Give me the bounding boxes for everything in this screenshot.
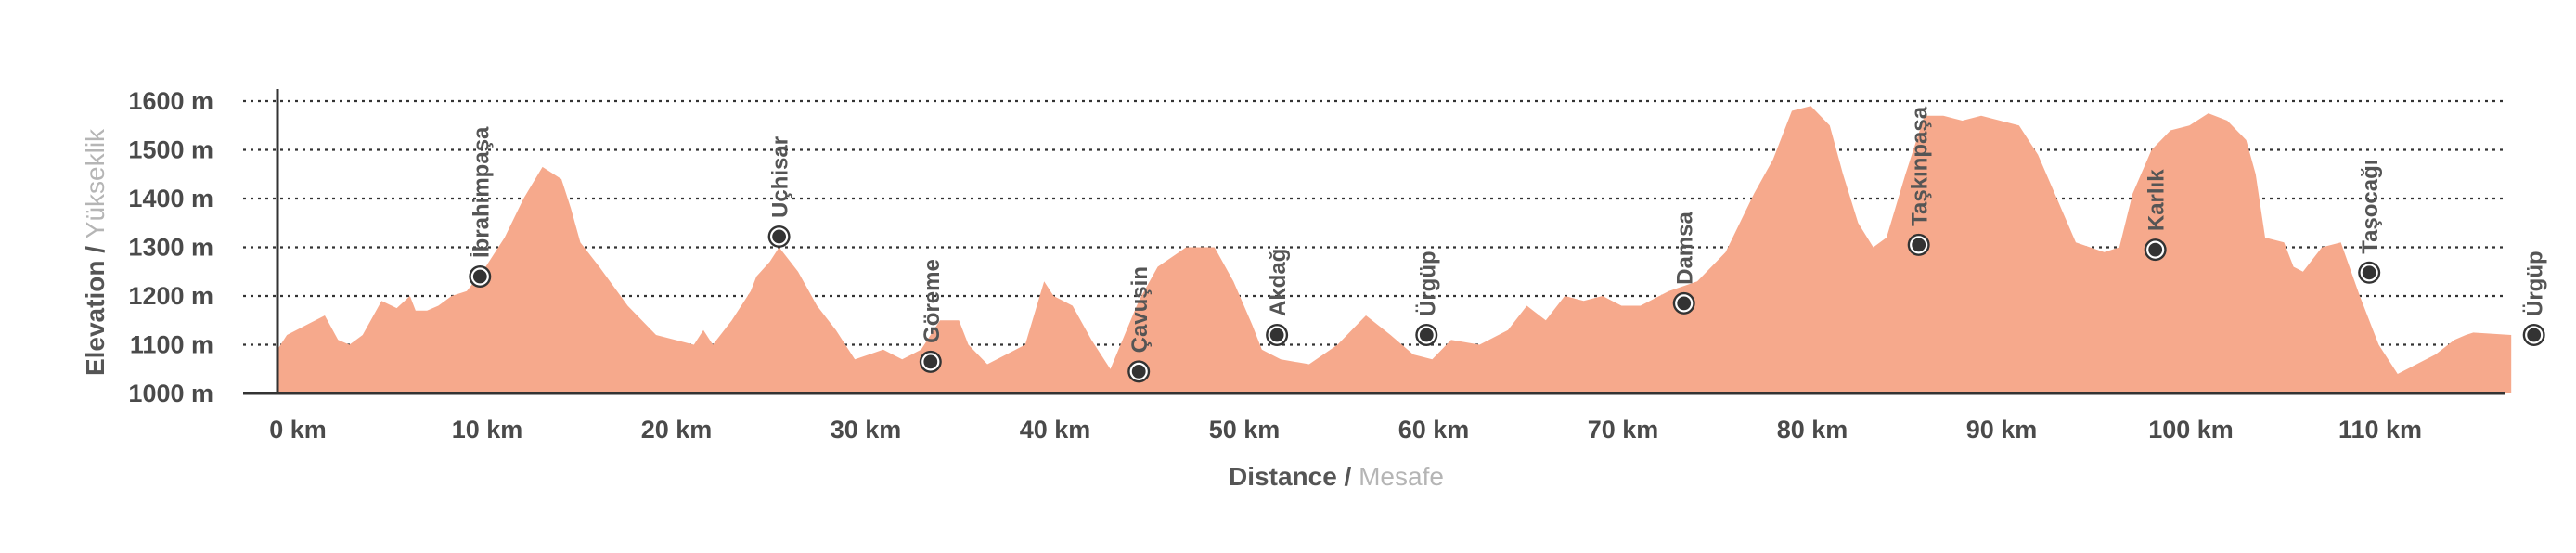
x-tick-label: 40 km	[1020, 416, 1091, 444]
y-tick-label: 1500 m	[128, 136, 213, 164]
waypoint-ring	[2525, 326, 2544, 344]
waypoint-marker: Ürgüp	[2522, 251, 2548, 346]
elevation-area	[277, 106, 2512, 394]
waypoint-label: Akdağ	[1266, 249, 1291, 316]
x-tick-label: 20 km	[641, 416, 713, 444]
x-tick-label: 10 km	[452, 416, 523, 444]
x-axis-title: Distance / Mesafe	[1229, 462, 1444, 491]
x-tick-label: 50 km	[1209, 416, 1281, 444]
x-tick-label: 80 km	[1777, 416, 1848, 444]
waypoint-marker: Karlık	[2144, 169, 2170, 262]
waypoint-marker: Uçhisar	[767, 136, 793, 248]
waypoint-ring	[1675, 294, 1694, 313]
x-tick-label: 110 km	[2338, 416, 2422, 444]
waypoint-marker: Ürgüp	[1415, 251, 1440, 346]
x-tick-label: 0 km	[269, 416, 327, 444]
x-axis-title-primary: Distance	[1229, 462, 1337, 491]
y-tick-label: 1100 m	[130, 331, 213, 359]
x-tick-label: 70 km	[1588, 416, 1659, 444]
x-tick-label: 100 km	[2148, 416, 2234, 444]
waypoint-label: Çavuşin	[1127, 266, 1153, 353]
waypoint-marker: Damsa	[1672, 212, 1698, 315]
waypoint-marker: Taşocağı	[2358, 160, 2383, 284]
y-tick-label: 1300 m	[128, 234, 213, 262]
waypoint-label: Uçhisar	[768, 136, 793, 218]
area-layer	[277, 106, 2512, 394]
y-axis-title-alt: Yükseklik	[81, 128, 109, 238]
x-tick-label: 30 km	[831, 416, 902, 444]
waypoint-label: Ürgüp	[1415, 251, 1440, 316]
axis-layer	[243, 89, 2505, 395]
waypoint-label: Taşocağı	[2358, 160, 2383, 254]
x-tick-label: 60 km	[1398, 416, 1470, 444]
waypoint-layer: İbrahimpaşa Uçhisar Göreme Çavuşin Akdağ Ürgü…	[469, 106, 2548, 383]
y-tick-label: 1200 m	[128, 282, 213, 310]
waypoint-marker: Taşkınpaşa	[1907, 106, 1933, 256]
waypoint-ring	[921, 353, 940, 371]
waypoint-ring	[1910, 236, 1928, 254]
tick-label-layer: 1000 m 1100 m 1200 m 1300 m 1400 m 1500 m 1600…	[128, 87, 2422, 444]
waypoint-label: Taşkınpaşa	[1908, 106, 1933, 226]
waypoint-ring	[1417, 326, 1436, 344]
y-tick-label: 1600 m	[128, 87, 213, 115]
x-tick-label: 90 km	[1966, 416, 2038, 444]
y-axis-title-primary: Elevation	[81, 261, 109, 376]
waypoint-marker: Çavuşin	[1127, 266, 1153, 383]
waypoint-ring	[769, 227, 789, 246]
waypoint-label: Göreme	[920, 259, 945, 343]
waypoint-label: Karlık	[2145, 169, 2170, 231]
waypoint-label: Ürgüp	[2523, 251, 2548, 316]
y-axis-title-separator: /	[81, 238, 109, 260]
waypoint-marker: Göreme	[919, 259, 945, 373]
waypoint-ring	[2360, 264, 2378, 282]
waypoint-ring	[470, 267, 489, 286]
waypoint-ring	[2146, 240, 2165, 259]
y-tick-label: 1400 m	[128, 185, 213, 212]
waypoint-ring	[1268, 326, 1286, 344]
x-axis-title-separator: /	[1337, 462, 1359, 491]
y-axis-title: Elevation / Yükseklik	[81, 128, 109, 376]
waypoint-label: İbrahimpaşa	[469, 126, 494, 258]
waypoint-ring	[1129, 362, 1148, 380]
x-axis-title-alt: Mesafe	[1359, 462, 1444, 491]
waypoint-label: Damsa	[1673, 212, 1698, 285]
waypoint-marker: Akdağ	[1266, 249, 1291, 346]
waypoint-marker: İbrahimpaşa	[469, 126, 494, 288]
y-tick-label: 1000 m	[128, 379, 213, 407]
